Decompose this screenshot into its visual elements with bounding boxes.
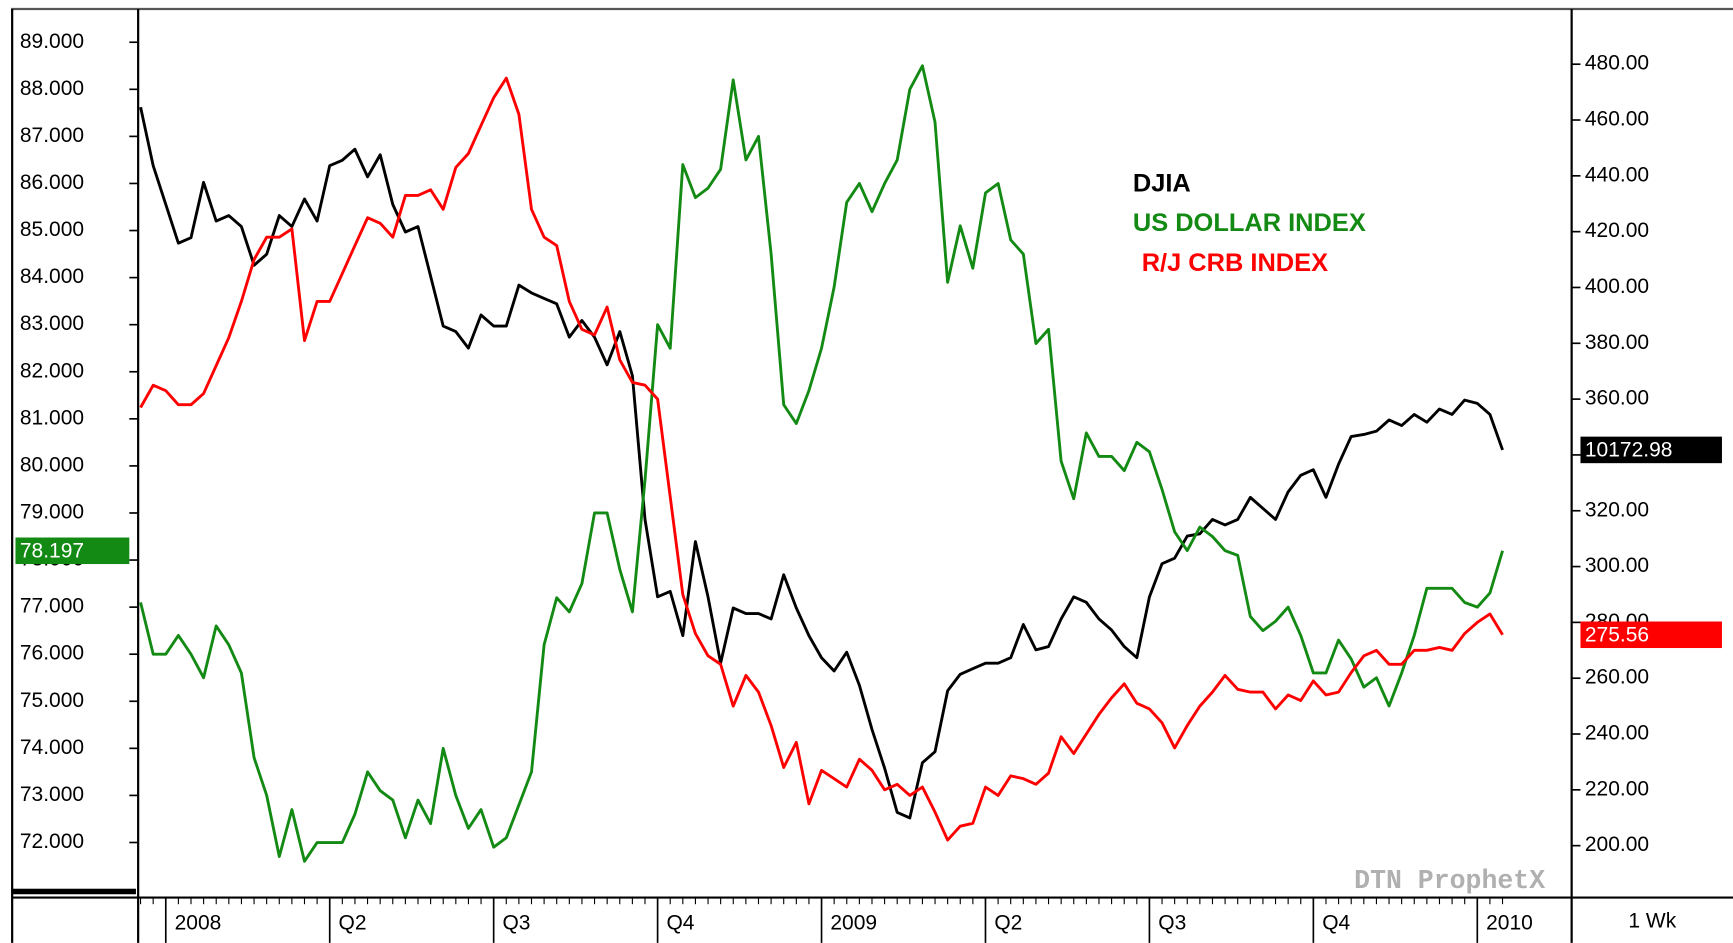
x-tick-label: 2009 — [830, 912, 877, 935]
legend-entry: DJIA — [1133, 169, 1191, 197]
y-tick-label: 83.000 — [20, 312, 84, 335]
y2-tick-label: 220.00 — [1585, 777, 1649, 800]
y-tick-label: 74.000 — [20, 736, 84, 759]
watermark: DTN ProphetX — [1354, 866, 1545, 896]
scrollbar — [12, 888, 136, 895]
y-tick-label: 75.000 — [20, 689, 84, 712]
x-tick-label: Q3 — [1158, 912, 1186, 935]
series-line — [139, 64, 1504, 863]
last-value-label: 275.56 — [1585, 623, 1649, 646]
y2-tick-label: 380.00 — [1585, 331, 1649, 354]
series-line — [139, 106, 1504, 820]
last-value-label: 78.197 — [20, 539, 84, 562]
y2-tick-label: 460.00 — [1585, 108, 1649, 131]
x-tick-label: 2010 — [1486, 912, 1533, 935]
x-tick-label: 2008 — [175, 912, 222, 935]
x-tick-label: Q3 — [502, 912, 530, 935]
y2-tick-label: 240.00 — [1585, 722, 1649, 745]
y-tick-label: 88.000 — [20, 77, 84, 100]
y2-tick-label: 400.00 — [1585, 275, 1649, 298]
last-value-box — [15, 537, 130, 565]
y2-tick-label: 420.00 — [1585, 219, 1649, 242]
legend-entry: R/J CRB INDEX — [1142, 249, 1328, 277]
legend-entry: US DOLLAR INDEX — [1133, 209, 1366, 237]
y-tick-label: 82.000 — [20, 359, 84, 382]
y-tick-label: 77.000 — [20, 595, 84, 618]
y2-tick-label: 480.00 — [1585, 52, 1649, 75]
y-tick-label: 87.000 — [20, 124, 84, 147]
y-tick-label: 84.000 — [20, 265, 84, 288]
x-tick-label: Q2 — [994, 912, 1022, 935]
y2-tick-label: 200.00 — [1585, 833, 1649, 856]
y2-tick-label: 360.00 — [1585, 387, 1649, 410]
y-tick-label: 79.000 — [20, 501, 84, 524]
y-tick-label: 80.000 — [20, 453, 84, 476]
x-tick-label: Q2 — [339, 912, 367, 935]
y-tick-label: 85.000 — [20, 218, 84, 241]
last-value-label: 10172.98 — [1585, 439, 1673, 462]
series-line — [139, 76, 1504, 842]
x-tick-label: Q4 — [666, 912, 694, 935]
interval-label: 1 Wk — [1628, 909, 1676, 932]
y2-tick-label: 320.00 — [1585, 498, 1649, 521]
x-tick-label: Q4 — [1322, 912, 1350, 935]
y-tick-label: 73.000 — [20, 783, 84, 806]
y-tick-label: 72.000 — [20, 830, 84, 853]
y2-tick-label: 300.00 — [1585, 554, 1649, 577]
y-tick-label: 81.000 — [20, 406, 84, 429]
y2-tick-label: 440.00 — [1585, 163, 1649, 186]
legend: DJIA US DOLLAR INDEX R/J CRB INDEX — [1133, 169, 1366, 277]
last-value-box — [1580, 621, 1722, 649]
y-tick-label: 76.000 — [20, 642, 84, 665]
last-value-box — [1580, 436, 1722, 464]
y2-tick-label: 260.00 — [1585, 666, 1649, 689]
y-tick-label: 89.000 — [20, 30, 84, 53]
y-tick-label: 86.000 — [20, 171, 84, 194]
